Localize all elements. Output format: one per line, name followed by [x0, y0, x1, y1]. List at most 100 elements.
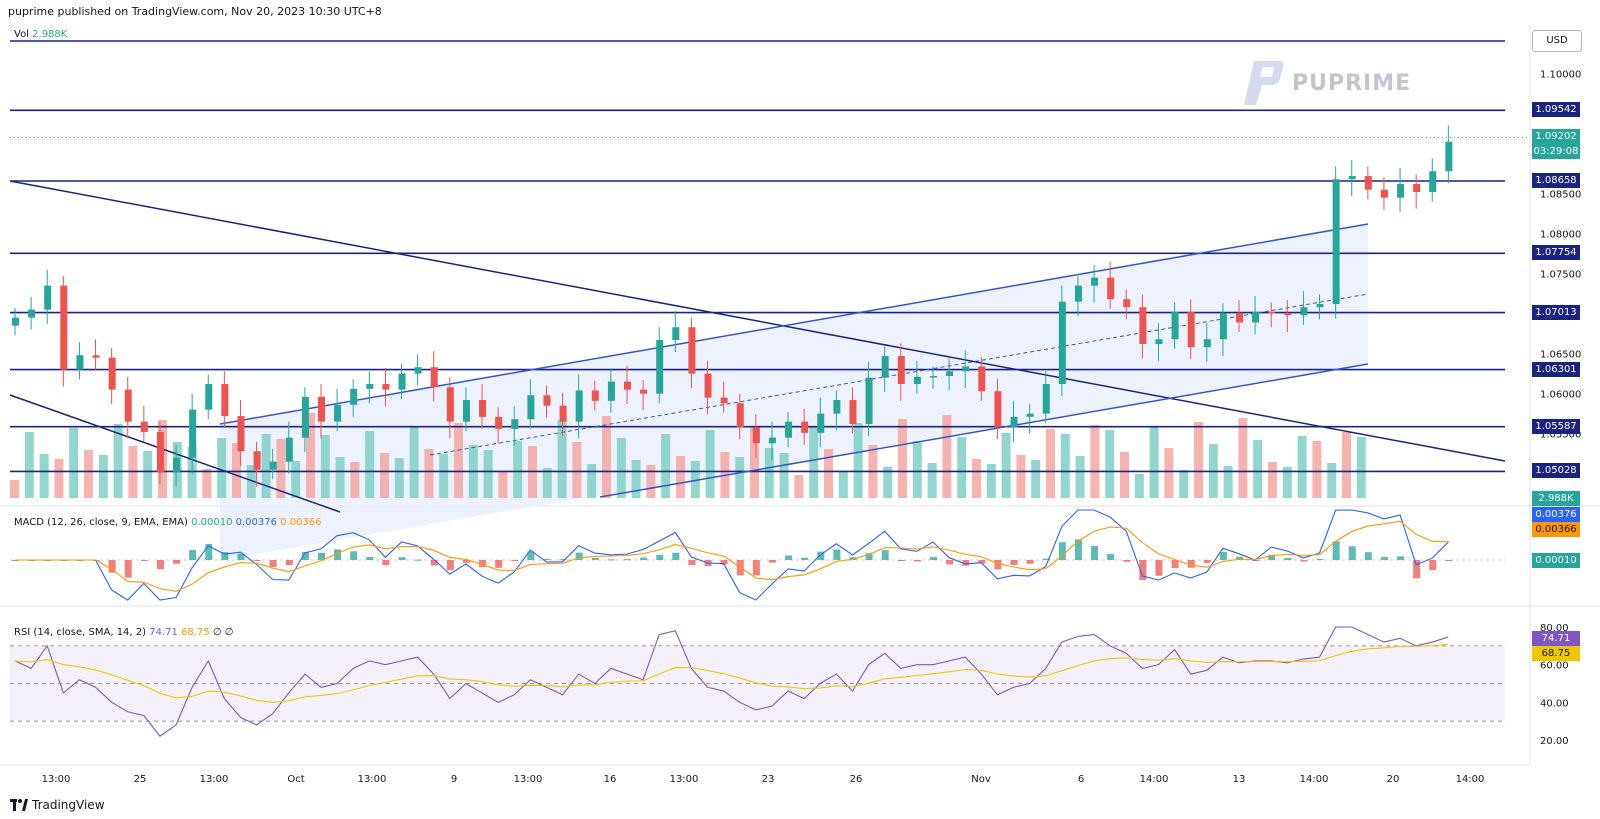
macd-histogram-bar	[350, 551, 357, 560]
last-price-tag: 1.09202	[1532, 129, 1580, 144]
volume-bar	[410, 427, 419, 498]
macd-histogram-bar	[1107, 554, 1114, 560]
candle-body	[479, 400, 486, 417]
candle-body	[12, 318, 19, 326]
tradingview-logo-icon	[10, 799, 28, 811]
candle-body	[1397, 184, 1404, 198]
macd-histogram-bar	[640, 558, 647, 560]
macd-histogram-bar	[898, 560, 905, 561]
candle-body	[237, 416, 244, 451]
rsi-sma-value: 68.75	[181, 627, 210, 638]
candle-body	[1381, 190, 1388, 198]
time-axis-label: 20	[1387, 774, 1400, 785]
candle-body	[286, 438, 293, 462]
level-tag: 1.07013	[1532, 305, 1580, 320]
candle-body	[1284, 313, 1291, 315]
price-tick-label: 1.10000	[1540, 70, 1581, 81]
candle-body	[415, 367, 422, 373]
candle-body	[1252, 312, 1259, 322]
puprime-logo-icon	[1240, 59, 1284, 107]
rsi-legend: RSI (14, close, SMA, 14, 2) 74.71 68.75 …	[14, 627, 234, 638]
candle-body	[994, 391, 1001, 427]
volume-legend-value: 2.988K	[32, 29, 67, 40]
volume-bar	[1135, 474, 1144, 498]
volume-legend: Vol 2.988K	[14, 29, 67, 40]
volume-bar	[1105, 430, 1114, 498]
macd-histogram-bar	[1011, 560, 1018, 565]
candle-body	[382, 384, 389, 390]
candle-body	[431, 367, 438, 387]
candle-body	[640, 390, 647, 394]
volume-bar	[202, 469, 211, 498]
tradingview-footer[interactable]: TradingView	[10, 798, 105, 812]
candle-body	[560, 406, 567, 422]
volume-bar	[706, 430, 715, 498]
volume-bar	[143, 451, 152, 498]
candle-body	[1075, 286, 1082, 302]
macd-histogram-bar	[1172, 560, 1179, 568]
candle-body	[350, 389, 357, 405]
macd-histogram-bar	[189, 550, 196, 560]
volume-bar	[794, 475, 803, 498]
macd-signal-tag: 0.00366	[1532, 522, 1580, 537]
volume-bar	[1164, 448, 1173, 498]
puprime-watermark: PUPRIME	[1240, 59, 1411, 107]
time-axis-label: 9	[451, 774, 457, 785]
volume-bar	[839, 471, 848, 498]
macd-histogram-bar	[592, 558, 599, 560]
volume-bar	[1002, 433, 1011, 498]
volume-bar	[1120, 452, 1129, 498]
macd-histogram-bar	[543, 559, 550, 560]
currency-selector[interactable]: USD	[1532, 30, 1582, 52]
macd-histogram-bar	[415, 560, 422, 561]
macd-histogram-bar	[1155, 560, 1162, 576]
rsi-tick-label: 40.00	[1540, 698, 1569, 709]
candle-body	[1349, 176, 1356, 179]
candle-body	[221, 384, 228, 416]
macd-histogram-bar	[1220, 552, 1227, 560]
macd-histogram-bar	[914, 560, 921, 561]
volume-bar	[661, 434, 670, 498]
candle-body	[962, 366, 969, 371]
volume-bar	[1046, 429, 1055, 498]
candle-body	[28, 310, 35, 318]
macd-histogram-bar	[1397, 556, 1404, 560]
candle-body	[1236, 313, 1243, 323]
volume-bar	[291, 461, 300, 498]
volume-bar	[1268, 462, 1277, 498]
macd-histogram-bar	[882, 550, 889, 560]
macd-histogram-bar	[1445, 560, 1452, 561]
candle-body	[60, 286, 67, 370]
volume-bar	[1016, 455, 1025, 498]
candle-body	[1300, 307, 1307, 315]
candle-body	[1011, 417, 1018, 427]
macd-histogram-bar	[769, 560, 776, 563]
volume-bar	[913, 441, 922, 498]
candle-body	[463, 400, 470, 422]
macd-line-value: 0.00376	[236, 517, 277, 528]
volume-bar	[99, 455, 108, 498]
volume-bar	[1150, 426, 1159, 498]
candle-body	[1091, 278, 1098, 286]
candle-body	[495, 417, 502, 429]
macd-histogram-bar	[399, 557, 406, 560]
candle-body	[511, 419, 518, 429]
candle-body	[527, 395, 534, 419]
time-axis-label: 14:00	[1456, 774, 1485, 785]
macd-histogram-bar	[1381, 557, 1388, 560]
macd-signal-value: 0.00366	[280, 517, 321, 528]
macd-histogram-bar	[801, 558, 808, 560]
candle-body	[318, 397, 325, 422]
volume-bar	[439, 454, 448, 498]
candle-body	[1107, 278, 1114, 300]
volume-bar	[40, 454, 49, 498]
candle-body	[1445, 142, 1452, 172]
time-axis-label: 26	[850, 774, 863, 785]
macd-histogram-bar	[1429, 560, 1436, 570]
candle-body	[624, 382, 631, 390]
candle-body	[705, 374, 712, 398]
volume-bar	[395, 458, 404, 498]
volume-bar	[1238, 418, 1247, 498]
macd-hist-tag: 0.00010	[1532, 553, 1580, 568]
